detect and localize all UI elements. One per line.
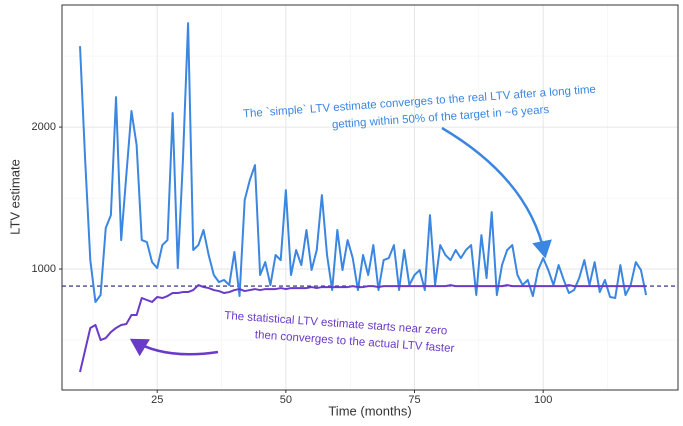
y-axis-title: LTV estimate xyxy=(7,159,22,235)
y-tick-label: 1000 xyxy=(32,263,56,275)
series-line xyxy=(79,22,648,303)
annotation-simple: The `simple` LTV estimate converges to t… xyxy=(243,84,597,131)
x-tick-label: 100 xyxy=(534,394,552,406)
annotation-arrow xyxy=(129,338,219,357)
y-tick-label: 2000 xyxy=(32,121,56,133)
annotation-arrow xyxy=(441,126,552,259)
annotation-statistical: The statistical LTV estimate starts near… xyxy=(224,310,455,355)
panel-border xyxy=(61,4,679,391)
series-line xyxy=(79,284,647,373)
x-tick-label: 50 xyxy=(280,394,292,406)
x-tick-label: 25 xyxy=(151,394,163,406)
x-axis-title: Time (months) xyxy=(328,403,411,418)
x-tick-label: 75 xyxy=(408,394,420,406)
